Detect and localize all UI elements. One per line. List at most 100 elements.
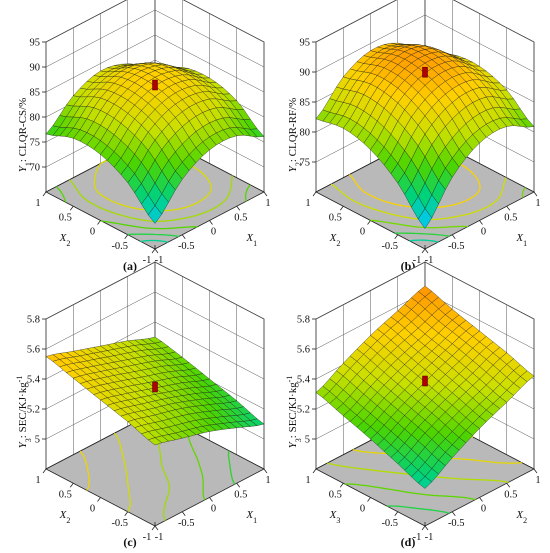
y-tick [69, 206, 74, 211]
z-tick-label: 5.8 [27, 315, 40, 326]
x-axis-label-sub: 1 [253, 238, 257, 247]
x-tick-label: 1 [535, 198, 540, 209]
z-tick-label: 5.2 [297, 405, 310, 416]
x-tick-label: 0 [211, 227, 216, 238]
x-tick [506, 483, 511, 488]
surface-patch [417, 476, 433, 489]
y-tick-label: 1 [305, 198, 310, 209]
y-tick-label: 1 [305, 475, 310, 486]
surface-mesh [315, 285, 535, 489]
x-tick-label: -1 [155, 255, 164, 266]
z-axis-label-rest: : SEC/KJ·kg [17, 382, 29, 438]
center-point-marker [152, 381, 158, 393]
z-axis: 70 75 80 85 90 95 [30, 38, 46, 174]
y-tick [151, 525, 156, 531]
x-axis: -1 -0.5 0 0.5 1 [424, 191, 541, 266]
z-axis: 5 5.2 5.4 5.6 5.8 [297, 315, 316, 446]
wall-gridline [45, 0, 265, 43]
x-tick-label: 1 [535, 475, 540, 486]
contour-line [55, 134, 251, 230]
x-tick-label: 1 [265, 475, 270, 486]
y-tick-label: -1 [143, 532, 152, 543]
z-axis-label-sub: 2 [294, 162, 303, 166]
x-tick [209, 220, 213, 225]
x-tick [154, 525, 159, 531]
y-tick-label: -1 [413, 532, 422, 543]
center-point-marker [152, 79, 158, 91]
z-axis-label: Y3: SEC/KJ·kg-1 [285, 376, 303, 449]
x-axis-label-sub: 1 [253, 515, 257, 524]
y-tick-label: 0 [90, 227, 95, 238]
y-tick [97, 497, 101, 502]
z-axis-label-sub: 3 [24, 438, 33, 442]
x-tick-label: 0.5 [504, 212, 517, 223]
x-tick [424, 248, 429, 254]
z-axis-label-sup: -1 [15, 376, 24, 383]
y-tick-label: 0 [360, 227, 365, 238]
z-axis-label-sub: 1 [24, 162, 33, 166]
x-tick [451, 511, 456, 516]
y-tick [97, 220, 101, 225]
y-axis-label: X2 [329, 232, 341, 248]
z-tick-label: 85 [300, 98, 311, 109]
z-tick-label: 75 [30, 138, 41, 149]
x-axis-label: X1 [245, 232, 257, 248]
x-axis-label-main: X [245, 509, 254, 521]
y-axis-label-main: X [329, 509, 338, 521]
x-tick-label: -0.5 [448, 518, 465, 529]
x-tick-label: 0 [211, 504, 216, 515]
x-tick [154, 248, 159, 254]
y-tick [394, 511, 399, 516]
x-tick-label: -0.5 [178, 241, 195, 252]
y-tick [367, 497, 371, 502]
x-axis-label: X1 [515, 232, 527, 248]
contour-line [113, 432, 131, 513]
y-tick-label: 1 [35, 198, 40, 209]
x-tick-label: -1 [155, 532, 164, 543]
x-tick-label: 0.5 [504, 489, 517, 500]
z-axis-label-sup: -1 [285, 376, 294, 383]
z-axis-label-main: Y [17, 440, 29, 448]
z-axis-label-rest: : CLQR-CS/% [17, 98, 29, 162]
y-axis: -1 -0.5 0 0.5 1 [35, 191, 156, 266]
z-tick-label: 5 [305, 435, 310, 446]
y-tick [339, 206, 344, 211]
y-axis-label: X2 [59, 509, 71, 525]
center-point-marker [422, 66, 428, 78]
surface-patch [417, 208, 433, 229]
y-tick [312, 191, 317, 197]
y-tick [339, 483, 344, 488]
y-axis-label-sub: 2 [336, 238, 340, 247]
y-tick-label: -0.5 [381, 518, 398, 529]
y-axis: -1 -0.5 0 0.5 1 [305, 468, 426, 543]
z-axis: 75 80 85 90 95 [300, 38, 316, 169]
contour-line [394, 232, 450, 237]
x-axis: -1 -0.5 0 0.5 1 [424, 468, 541, 543]
z-tick-label: 5 [35, 435, 40, 446]
x-tick [424, 525, 429, 531]
x-axis-label-sub: 1 [523, 238, 527, 247]
x-axis-label: X2 [515, 509, 527, 525]
panel-a: 707580859095-1-0.500.51-1-0.500.51X1X2Y1… [17, 0, 271, 273]
x-axis-label: X1 [245, 509, 257, 525]
surface-mesh [45, 62, 265, 224]
z-axis-label: Y3: SEC/KJ·kg-1 [15, 376, 33, 449]
x-tick [506, 206, 511, 211]
y-tick-label: -1 [413, 255, 422, 266]
z-tick-label: 5.2 [27, 405, 40, 416]
x-tick [181, 234, 186, 239]
y-axis-label-sub: 2 [66, 238, 70, 247]
z-axis-label-rest: : SEC/KJ·kg [287, 382, 299, 438]
center-point-marker [422, 375, 428, 387]
y-tick [69, 483, 74, 488]
y-tick [124, 234, 129, 239]
x-tick [263, 191, 268, 197]
y-tick-label: -0.5 [381, 241, 398, 252]
z-tick-label: 90 [300, 68, 311, 79]
z-axis-label-rest: : CLQR-RF/% [287, 98, 299, 162]
x-tick [209, 497, 213, 502]
contour-line [227, 450, 236, 485]
surface-patch [147, 205, 163, 224]
y-tick [421, 525, 426, 531]
